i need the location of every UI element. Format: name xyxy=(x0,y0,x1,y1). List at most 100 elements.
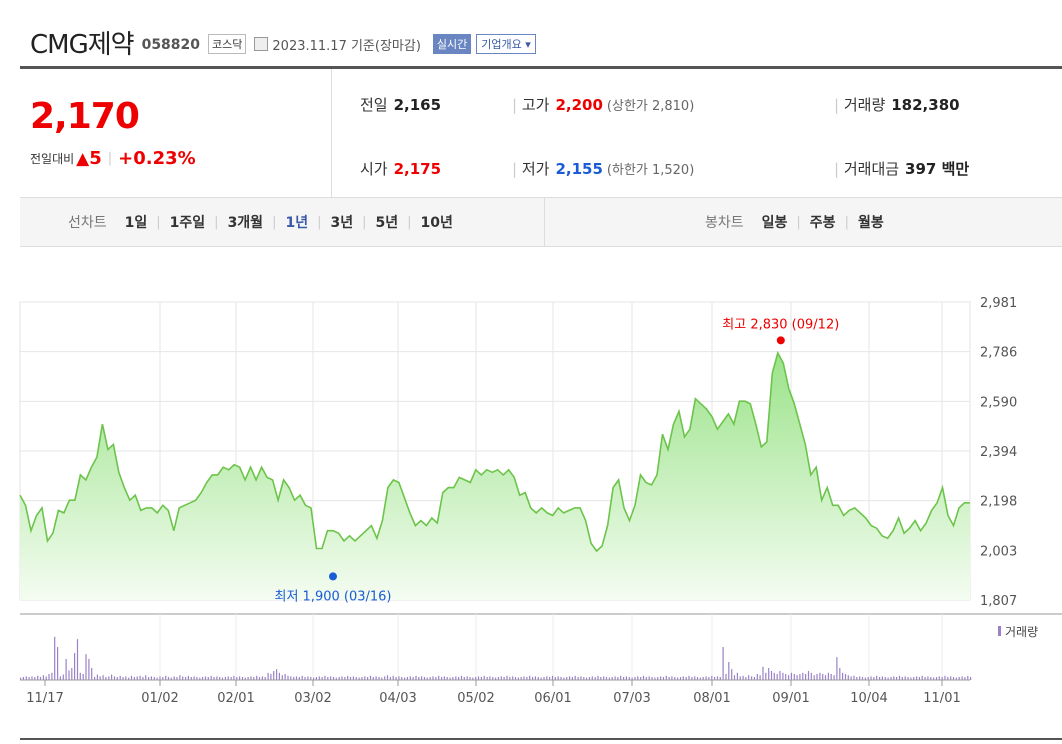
volume-legend-swatch xyxy=(998,626,1001,636)
volume-bar xyxy=(116,677,118,680)
tab-10y[interactable]: 10년 xyxy=(420,215,453,231)
volume-bar xyxy=(782,672,784,680)
x-tick-label: 02/01 xyxy=(217,691,254,706)
tab-daily[interactable]: 일봉 xyxy=(761,215,788,231)
high-label: 고가 xyxy=(521,96,550,114)
volume-bar xyxy=(842,672,844,680)
volume-bar xyxy=(389,677,391,680)
volume-bar xyxy=(65,659,67,680)
tab-monthly[interactable]: 월봉 xyxy=(857,215,884,231)
low-label: 저가 xyxy=(521,160,550,178)
volume-bar xyxy=(759,675,761,680)
volume-bar xyxy=(694,676,696,680)
volume-bar xyxy=(142,677,144,680)
volume-bar xyxy=(509,677,511,680)
x-tick-label: 09/01 xyxy=(772,691,809,706)
volume-bar xyxy=(34,677,36,680)
volume-bar xyxy=(662,677,664,680)
volume-bar xyxy=(859,676,861,680)
volume-bar xyxy=(219,677,221,680)
volume-bar xyxy=(716,676,719,680)
volume-bar xyxy=(207,677,209,680)
volume-bar xyxy=(435,677,437,680)
tab-3y[interactable]: 3년 xyxy=(330,215,354,231)
volume-bar xyxy=(839,668,841,680)
volume-bar xyxy=(31,676,33,680)
volume-bar xyxy=(654,677,656,680)
volume-bar xyxy=(876,675,878,680)
volume-bar xyxy=(879,677,881,680)
volume-bar xyxy=(543,677,545,680)
volume-bar xyxy=(298,677,300,680)
volume-bar xyxy=(463,677,465,680)
tab-5y[interactable]: 5년 xyxy=(375,215,399,231)
realtime-button[interactable]: 실시간 xyxy=(432,34,472,54)
volume-bar xyxy=(20,677,22,680)
volume-bar xyxy=(620,675,622,680)
volume-bar xyxy=(458,677,460,680)
tab-1w[interactable]: 1주일 xyxy=(169,215,206,231)
volume-bar xyxy=(304,677,306,680)
volume-bar xyxy=(176,677,178,680)
company-overview-dropdown[interactable]: 기업개요 ▾ xyxy=(476,34,536,54)
volume-bar xyxy=(805,674,807,680)
volume-bar xyxy=(384,676,386,680)
volume-bar xyxy=(128,677,130,680)
volume-bar xyxy=(938,676,940,680)
volume-bar xyxy=(170,677,172,680)
volume-bar xyxy=(765,672,767,680)
volume-bar xyxy=(751,676,753,680)
volume-bar xyxy=(369,675,372,680)
volume-bar xyxy=(816,674,818,680)
tab-1y[interactable]: 1년 xyxy=(285,215,309,231)
volume-bar xyxy=(756,674,758,680)
volume-bar xyxy=(241,677,244,680)
volume-bar xyxy=(167,677,170,680)
volume-bar xyxy=(532,677,534,680)
line-chart-tabs: 선차트 1일 | 1주일 | 3개월 | 1년 | 3년 | 5년 | 10년 xyxy=(68,212,453,232)
volume-bar xyxy=(91,668,93,680)
volume-bar xyxy=(284,674,286,680)
volume-bar xyxy=(725,674,727,680)
volume-bars: 거래량 xyxy=(20,625,1038,680)
divider xyxy=(20,738,1062,740)
volume-bar xyxy=(944,675,946,680)
volume-bar xyxy=(546,676,548,680)
volume-bar xyxy=(503,677,505,680)
volume-bar xyxy=(318,676,320,680)
volume-bar xyxy=(967,675,969,680)
volume-bar xyxy=(418,677,420,680)
volume-bar xyxy=(961,676,963,680)
volume-bar xyxy=(867,677,869,680)
volume-bar xyxy=(910,677,912,680)
stock-code: 058820 xyxy=(141,37,201,53)
tab-weekly[interactable]: 주봉 xyxy=(809,215,836,231)
volume-bar xyxy=(577,677,579,680)
volume-bar xyxy=(139,675,141,680)
volume-bar xyxy=(916,676,918,680)
tab-1d[interactable]: 1일 xyxy=(124,215,148,231)
y-tick-label: 1,807 xyxy=(980,594,1017,609)
volume-bar xyxy=(287,675,289,680)
volume-bar xyxy=(597,675,599,680)
x-tick-label: 05/02 xyxy=(457,691,494,706)
volume-bar xyxy=(130,675,133,680)
tab-3m[interactable]: 3개월 xyxy=(227,215,264,231)
volume-bar xyxy=(432,676,434,680)
volume-bar xyxy=(483,675,485,680)
volume-bar xyxy=(623,677,625,680)
volume-bar xyxy=(776,674,778,680)
volume-bar xyxy=(221,677,224,680)
volume-bar xyxy=(745,677,747,680)
volume-bar xyxy=(512,676,514,680)
volume-bar xyxy=(446,677,448,680)
volume-bar xyxy=(497,677,499,680)
volume-bar xyxy=(563,677,565,680)
stock-name: CMG제약 xyxy=(30,29,135,60)
volume-bar xyxy=(790,672,792,680)
volume-bar xyxy=(270,674,272,680)
volume-bar xyxy=(788,675,790,680)
volume-bar xyxy=(472,677,474,680)
lower-limit: (하한가 1,520) xyxy=(606,163,695,178)
prev-close: 전일 2,165 xyxy=(360,94,441,115)
